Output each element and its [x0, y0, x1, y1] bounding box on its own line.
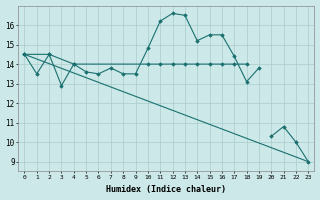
X-axis label: Humidex (Indice chaleur): Humidex (Indice chaleur) [106, 185, 226, 194]
